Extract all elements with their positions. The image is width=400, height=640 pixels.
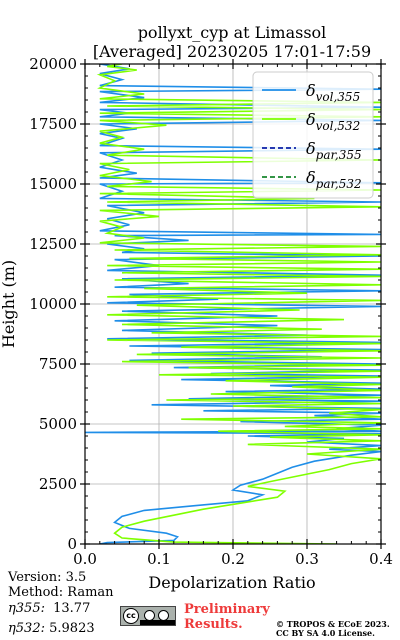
series-line-δvol,532 [96,64,381,544]
chart-title-line1: pollyxt_cyp at Limassol [138,23,327,42]
preliminary-line1: Preliminary [184,602,270,617]
y-tick-label: 20000 [29,55,77,73]
y-tick-label: 0 [67,535,77,553]
legend-label-subscript: par,532 [316,177,362,191]
y-tick-label: 7500 [39,355,77,373]
plot-area: 0 2500 5000 7500 10000 12500 15000 17500 20000 0.… [29,55,393,568]
eta355-value: 13.77 [53,601,91,616]
x-tick-label: 0.0 [73,550,97,568]
version-text: Version: 3.5 [8,570,87,585]
preliminary-notice: Preliminary Results. [184,602,270,632]
y-tick-label: 17500 [29,115,77,133]
y-axis-label: Height (m) [0,260,18,348]
eta355-row: η355: 13.77 [8,601,90,616]
x-tick-label: 0.2 [221,550,245,568]
legend-label-subscript: par,355 [316,148,362,162]
y-tick-label: 12500 [29,235,77,253]
legend-label-subscript: vol,532 [316,119,361,133]
eta532-label: η532: [8,621,45,636]
copyright-notice: © TROPOS & ECoE 2023. CC BY SA 4.0 Licen… [276,620,390,638]
cc-icon: cc [123,608,139,624]
x-tick-label: 0.3 [295,550,319,568]
preliminary-line2: Results. [184,617,243,632]
x-axis-label: Depolarization Ratio [148,573,315,592]
y-tick-label: 15000 [29,175,77,193]
cc-license-badge: cc [120,606,176,626]
license-strip [140,620,175,625]
x-tick-label: 0.4 [369,550,393,568]
x-tick-label: 0.1 [147,550,171,568]
eta532-row: η532: 5.9823 [8,621,95,636]
copyright-line1: © TROPOS & ECoE 2023. [276,619,390,629]
y-tick-label: 5000 [39,415,77,433]
depolarization-chart: pollyxt_cyp at Limassol [Averaged] 20230… [0,23,393,592]
eta355-label: η355: [8,601,45,616]
legend-box [252,71,374,199]
method-text: Method: Raman [8,585,114,600]
eta532-value: 5.9823 [49,621,95,636]
y-tick-label: 10000 [29,295,77,313]
chart-title-line2: [Averaged] 20230205 17:01-17:59 [93,42,371,61]
legend-label-subscript: vol,355 [316,90,361,104]
copyright-line2: CC BY SA 4.0 License. [276,628,375,638]
y-tick-label: 2500 [39,475,77,493]
